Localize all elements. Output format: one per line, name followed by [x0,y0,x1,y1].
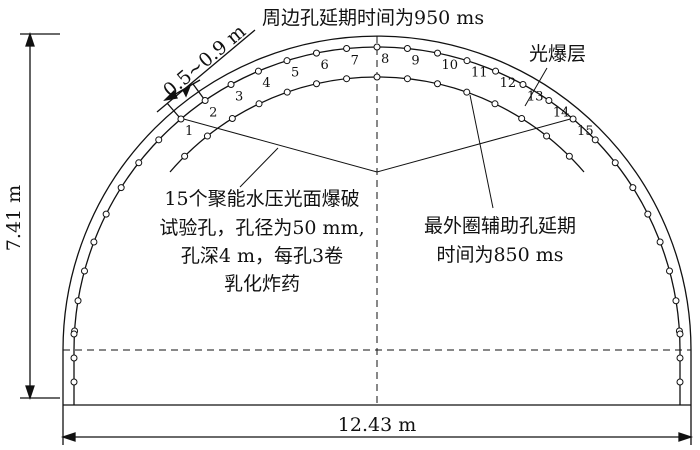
hole-number: 7 [351,54,359,69]
test-hole [545,96,553,104]
test-hole [519,80,527,88]
hole-number: 4 [262,76,270,91]
svg-text:时间为850 ms: 时间为850 ms [436,244,563,266]
height-label: 7.41 m [3,185,25,251]
test-hole [569,115,577,123]
test-hole [403,45,411,53]
hole-number: 11 [471,66,488,81]
hole-number: 10 [442,58,459,73]
perimeter-hole [102,210,110,218]
perimeter-hole [656,238,664,246]
perimeter-hole [74,297,82,305]
hole-number: 9 [411,54,419,69]
hole-number: 3 [235,89,243,104]
layer-ext-2 [192,83,205,100]
perimeter-hole [70,378,78,386]
hole-number: 1 [185,124,193,139]
auxiliary-hole [255,100,263,108]
svg-text:最外圈辅助孔延期: 最外圈辅助孔延期 [424,215,576,237]
test-hole [343,45,351,53]
width-label: 12.43 m [338,414,416,436]
test-hole [201,96,209,104]
arrow-left-icon [60,432,76,442]
perimeter-hole [644,210,652,218]
test-hole [434,49,442,57]
perimeter-delay-label: 周边孔延期时间为950 ms [262,7,484,29]
smooth-layer-label: 光爆层 [529,43,586,65]
auxiliary-hole [403,75,411,83]
auxiliary-hole [343,75,351,83]
auxiliary-hole [228,114,236,122]
test-holes-note: 15个聚能水压光面爆破 试验孔，孔径为50 mm, 孔深4 m，每孔3卷 乳化炸… [159,188,364,295]
perimeter-hole [676,330,684,338]
arrow-icon [163,89,178,101]
auxiliary-hole [373,73,381,81]
test-hole [254,67,262,75]
perimeter-hole [666,267,674,275]
test-hole [373,43,381,51]
perimeter-hole [70,354,78,362]
perimeter-hole [672,297,680,305]
auxiliary-hole [463,88,471,96]
svg-text:乳化炸药: 乳化炸药 [224,273,300,295]
hole-number: 8 [381,52,389,67]
svg-text:试验孔，孔径为50 mm,: 试验孔，孔径为50 mm, [159,217,364,239]
layer-ext-1 [166,102,181,119]
perimeter-hole [80,267,88,275]
arrow-icon [182,84,192,98]
hole-number: 5 [291,66,299,81]
hole-number: 13 [527,89,544,104]
aux-delay-note: 最外圈辅助孔延期 时间为850 ms [424,215,576,266]
auxiliary-hole [518,114,526,122]
perimeter-hole [676,354,684,362]
hole-number: 12 [500,76,517,91]
arrow-up-icon [25,31,35,47]
test-hole [312,49,320,57]
auxiliary-hole [283,88,291,96]
perimeter-hole [70,330,78,338]
svg-text:15个聚能水压光面爆破: 15个聚能水压光面爆破 [164,188,359,210]
svg-text:孔深4 m，每孔3卷: 孔深4 m，每孔3卷 [181,245,343,267]
perimeter-hole [591,136,599,144]
perimeter-hole [135,159,143,167]
hole-number: 2 [209,105,217,120]
test-hole [283,57,291,65]
perimeter-hole [629,184,637,192]
auxiliary-hole [565,152,573,160]
hole-number: 15 [577,124,594,139]
test-hole [227,80,235,88]
smooth-layer-leader [524,67,548,107]
arrow-down-icon [25,385,35,401]
auxiliary-hole [491,100,499,108]
auxiliary-hole [181,152,189,160]
arrow-right-icon [678,432,694,442]
auxiliary-hole [433,80,441,88]
test-hole [177,115,185,123]
test-hole-label-leader [239,147,279,188]
test-hole [463,57,471,65]
aux-label-leader [469,94,494,209]
test-hole [492,67,500,75]
auxiliary-hole [203,132,211,140]
auxiliary-hole [313,80,321,88]
perimeter-hole [155,136,163,144]
hole-number: 14 [553,105,570,120]
perimeter-hole [676,378,684,386]
hole-number: 6 [320,58,328,73]
auxiliary-hole [543,132,551,140]
perimeter-hole [611,159,619,167]
test-hole-leader-v [179,117,575,173]
perimeter-hole [90,238,98,246]
perimeter-hole [117,184,125,192]
